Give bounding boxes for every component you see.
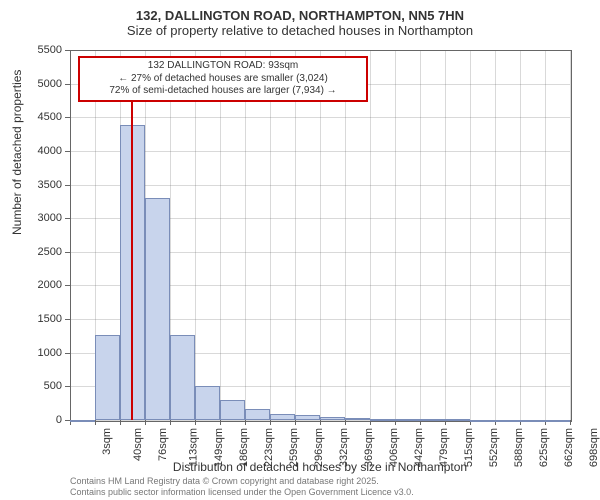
grid-line-vertical [495, 50, 496, 420]
histogram-bar [395, 419, 420, 421]
annotation-line3: 72% of semi-detached houses are larger (… [84, 85, 362, 98]
grid-line-vertical [320, 50, 321, 420]
x-tick-mark [295, 420, 296, 425]
x-tick-mark [320, 420, 321, 425]
y-tick-label: 3000 [22, 212, 62, 224]
footer-text: Contains HM Land Registry data © Crown c… [70, 476, 414, 498]
histogram-bar [345, 418, 370, 420]
chart-container: 132, DALLINGTON ROAD, NORTHAMPTON, NN5 7… [0, 0, 600, 500]
histogram-bar [195, 386, 220, 420]
footer-line1: Contains HM Land Registry data © Crown c… [70, 476, 414, 487]
histogram-bar [70, 420, 95, 422]
x-tick-mark [270, 420, 271, 425]
chart-area: 132 DALLINGTON ROAD: 93sqm ← 27% of deta… [70, 50, 570, 420]
grid-line-vertical [570, 50, 571, 420]
grid-line-vertical [420, 50, 421, 420]
y-tick-label: 500 [22, 380, 62, 392]
x-tick-label: 76sqm [157, 428, 169, 461]
grid-line-vertical [395, 50, 396, 420]
grid-line-vertical [70, 50, 71, 420]
histogram-bar [220, 400, 245, 420]
chart-title-main: 132, DALLINGTON ROAD, NORTHAMPTON, NN5 7… [0, 0, 600, 23]
grid-line-vertical [370, 50, 371, 420]
grid-line-vertical [220, 50, 221, 420]
y-tick-label: 2500 [22, 246, 62, 258]
y-tick-label: 5500 [22, 44, 62, 56]
grid-line-vertical [245, 50, 246, 420]
x-tick-mark [170, 420, 171, 425]
x-tick-mark [145, 420, 146, 425]
x-tick-mark [195, 420, 196, 425]
histogram-bar [370, 419, 395, 421]
grid-line-vertical [295, 50, 296, 420]
y-tick-label: 4500 [22, 111, 62, 123]
y-tick-label: 1500 [22, 313, 62, 325]
x-tick-mark [345, 420, 346, 425]
y-tick-label: 4000 [22, 145, 62, 157]
annotation-line1: 132 DALLINGTON ROAD: 93sqm [84, 60, 362, 73]
x-tick-mark [570, 420, 571, 425]
histogram-bar [420, 419, 445, 421]
grid-line-vertical [445, 50, 446, 420]
annotation-box: 132 DALLINGTON ROAD: 93sqm ← 27% of deta… [78, 56, 368, 102]
x-tick-label: 698sqm [588, 428, 600, 467]
histogram-bar [320, 417, 345, 420]
y-tick-label: 5000 [22, 78, 62, 90]
histogram-bar [520, 420, 545, 422]
histogram-bar [495, 420, 520, 422]
x-axis-label: Distribution of detached houses by size … [70, 460, 570, 474]
x-tick-mark [370, 420, 371, 425]
y-tick-label: 3500 [22, 179, 62, 191]
footer-line2: Contains public sector information licen… [70, 487, 414, 498]
y-tick-label: 0 [22, 414, 62, 426]
grid-line-vertical [470, 50, 471, 420]
histogram-bar [295, 415, 320, 420]
grid-line-vertical [520, 50, 521, 420]
x-tick-mark [120, 420, 121, 425]
grid-line-vertical [195, 50, 196, 420]
grid-line-vertical [545, 50, 546, 420]
x-tick-label: 3sqm [101, 428, 113, 455]
y-tick-label: 1000 [22, 347, 62, 359]
histogram-bar [545, 420, 570, 422]
histogram-bar [470, 420, 495, 422]
grid-line-vertical [345, 50, 346, 420]
histogram-bar [170, 335, 195, 420]
histogram-bar [270, 414, 295, 420]
histogram-bar [445, 419, 470, 421]
histogram-bar [245, 409, 270, 420]
chart-title-sub: Size of property relative to detached ho… [0, 23, 600, 42]
histogram-bar [95, 335, 120, 420]
histogram-bar [145, 198, 170, 420]
grid-line-vertical [270, 50, 271, 420]
y-tick-label: 2000 [22, 279, 62, 291]
x-tick-mark [95, 420, 96, 425]
x-tick-label: 40sqm [132, 428, 144, 461]
marker-line [131, 94, 133, 420]
x-tick-mark [220, 420, 221, 425]
x-tick-mark [245, 420, 246, 425]
annotation-line2: ← 27% of detached houses are smaller (3,… [84, 73, 362, 86]
